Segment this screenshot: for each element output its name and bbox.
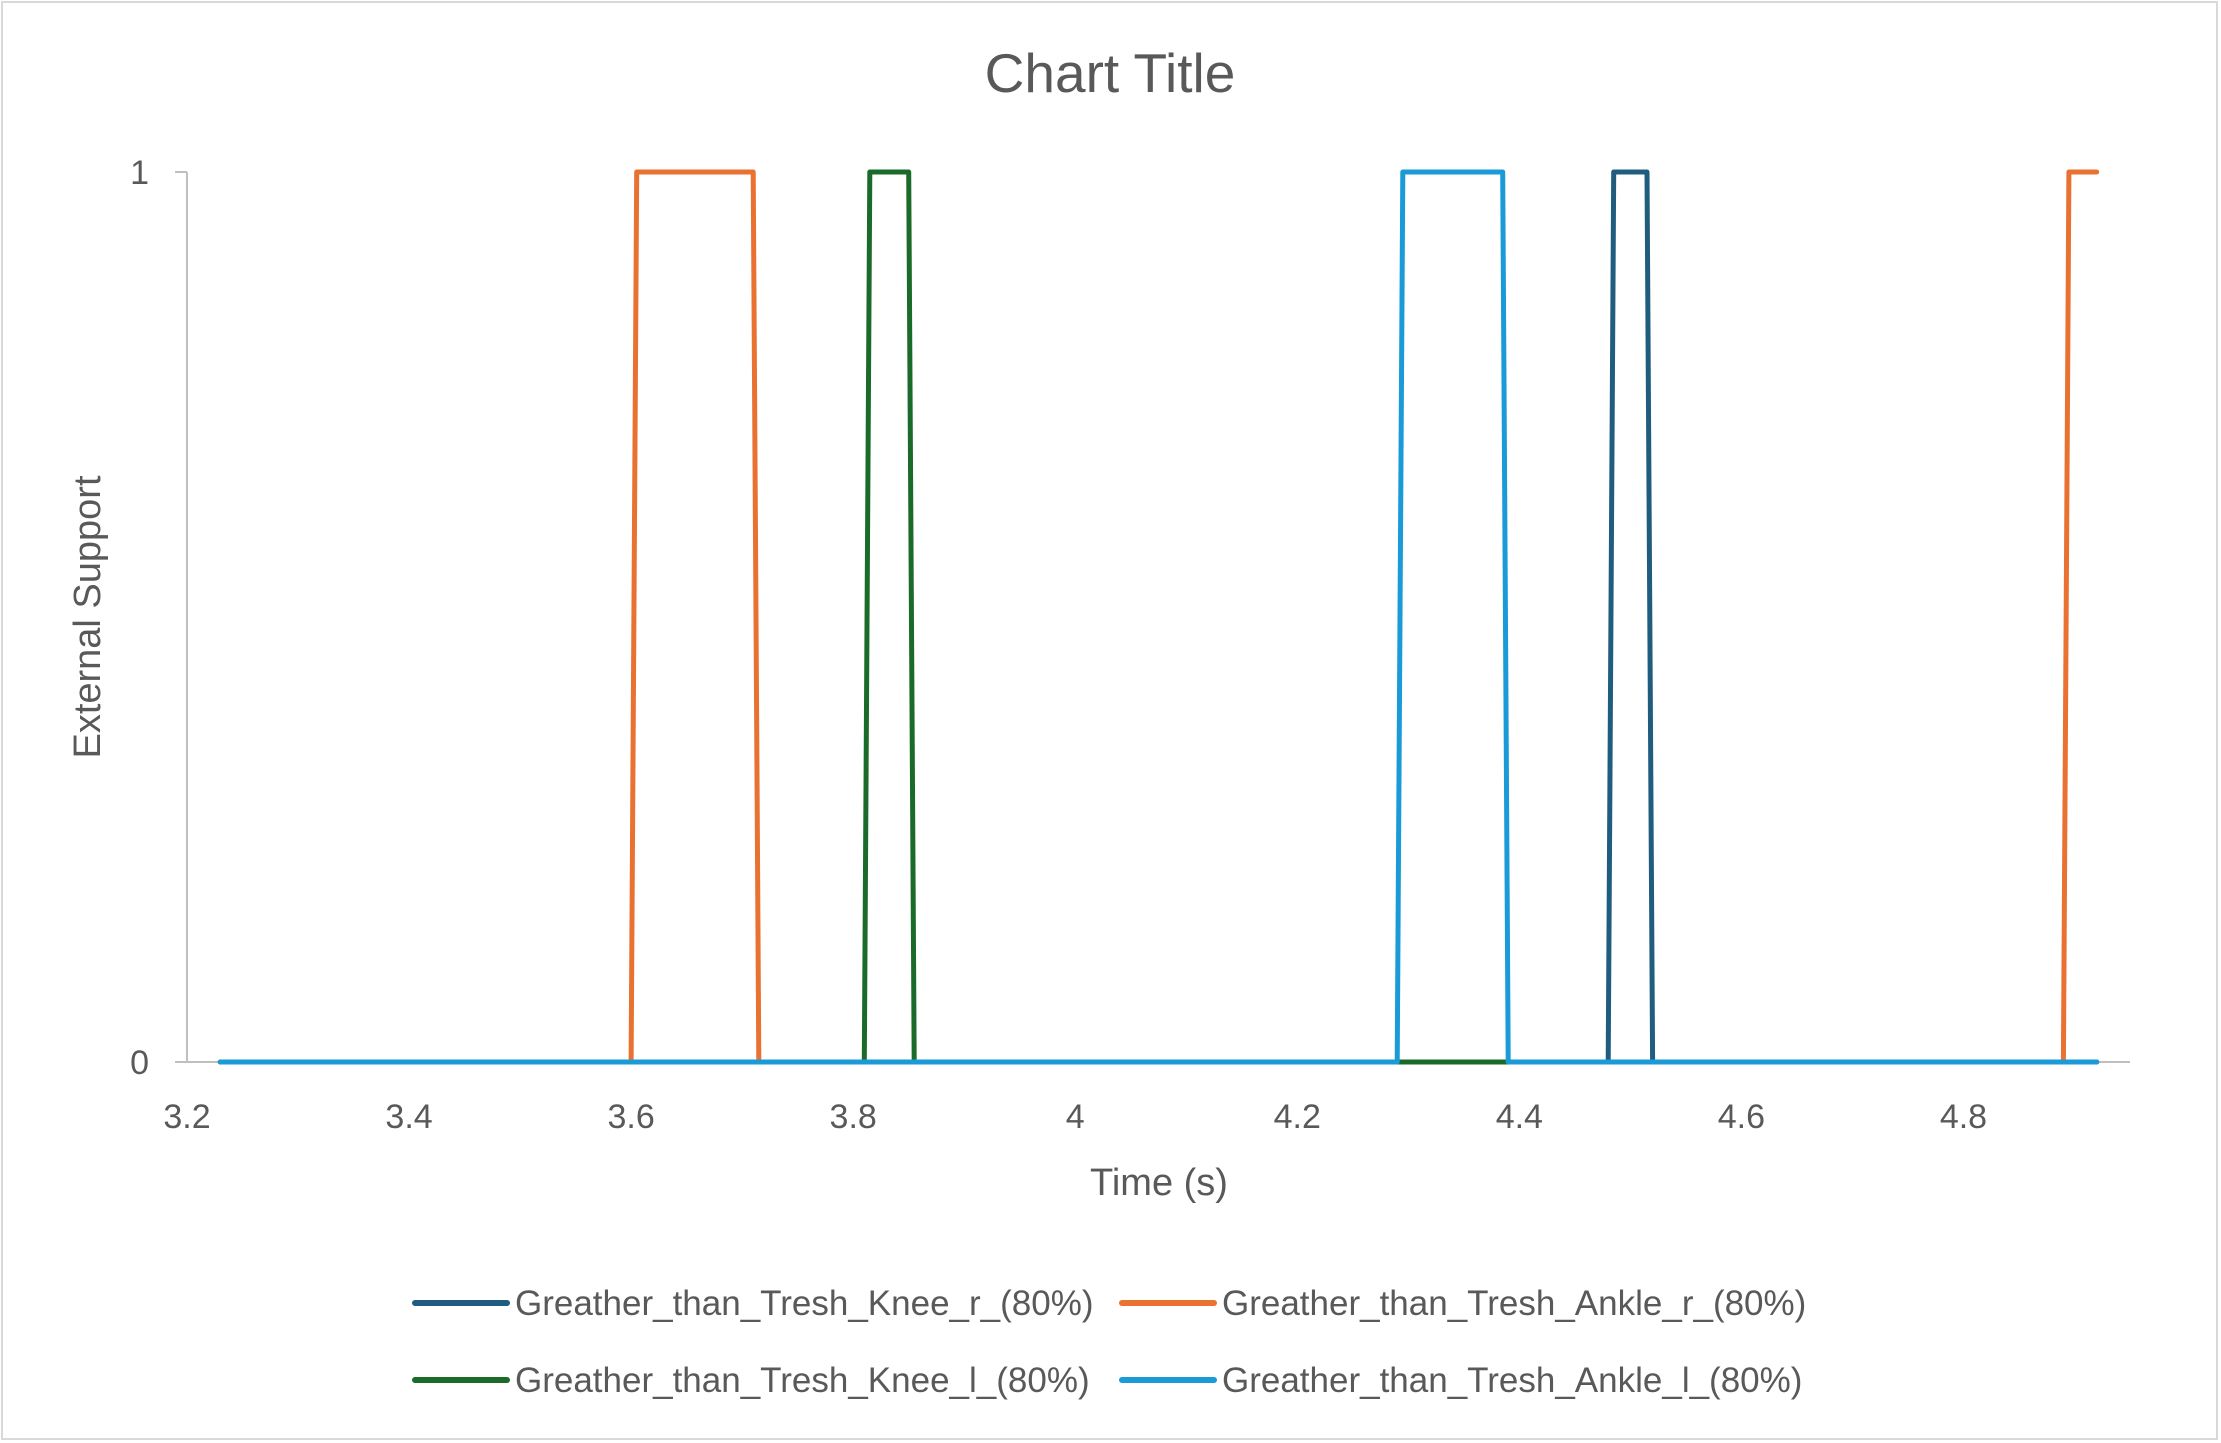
- x-tick-label: 4.6: [1718, 1098, 1765, 1136]
- legend: Greather_than_Tresh_Knee_r_(80%) Greather…: [412, 1284, 1806, 1400]
- x-tick-label: 4: [1066, 1098, 1085, 1136]
- y-tick-label: 0: [130, 1044, 149, 1082]
- x-tick-label: 4.8: [1940, 1098, 1987, 1136]
- y-axis-title: External Support: [67, 475, 109, 758]
- series-line-1: [217, 169, 2100, 1065]
- x-tick-label: 3.6: [607, 1098, 654, 1136]
- axes: 0 1 3.2 3.4 3.6 3.8 4 4.2 4.4 4.6 4.8: [130, 154, 2130, 1136]
- x-tick-label: 4.4: [1496, 1098, 1543, 1136]
- x-axis-title: Time (s): [1090, 1162, 1228, 1204]
- series-line-4: [217, 169, 2100, 1065]
- legend-label: Greather_than_Tresh_Ankle_r_(80%): [1222, 1284, 1806, 1323]
- x-tick-label: 3.2: [163, 1098, 210, 1136]
- x-tick-label: 4.2: [1274, 1098, 1321, 1136]
- series-layer: [217, 169, 2100, 1065]
- legend-label: Greather_than_Tresh_Ankle_l_(80%): [1222, 1361, 1802, 1400]
- series-line-3: [217, 169, 2100, 1065]
- x-tick-label: 3.8: [830, 1098, 877, 1136]
- legend-label: Greather_than_Tresh_Knee_r_(80%): [515, 1284, 1094, 1323]
- series-line-2: [217, 169, 2100, 1065]
- x-tick-label: 3.4: [385, 1098, 432, 1136]
- legend-label: Greather_than_Tresh_Knee_l_(80%): [515, 1361, 1090, 1400]
- chart-title: Chart Title: [985, 42, 1236, 104]
- y-tick-label: 1: [130, 154, 149, 192]
